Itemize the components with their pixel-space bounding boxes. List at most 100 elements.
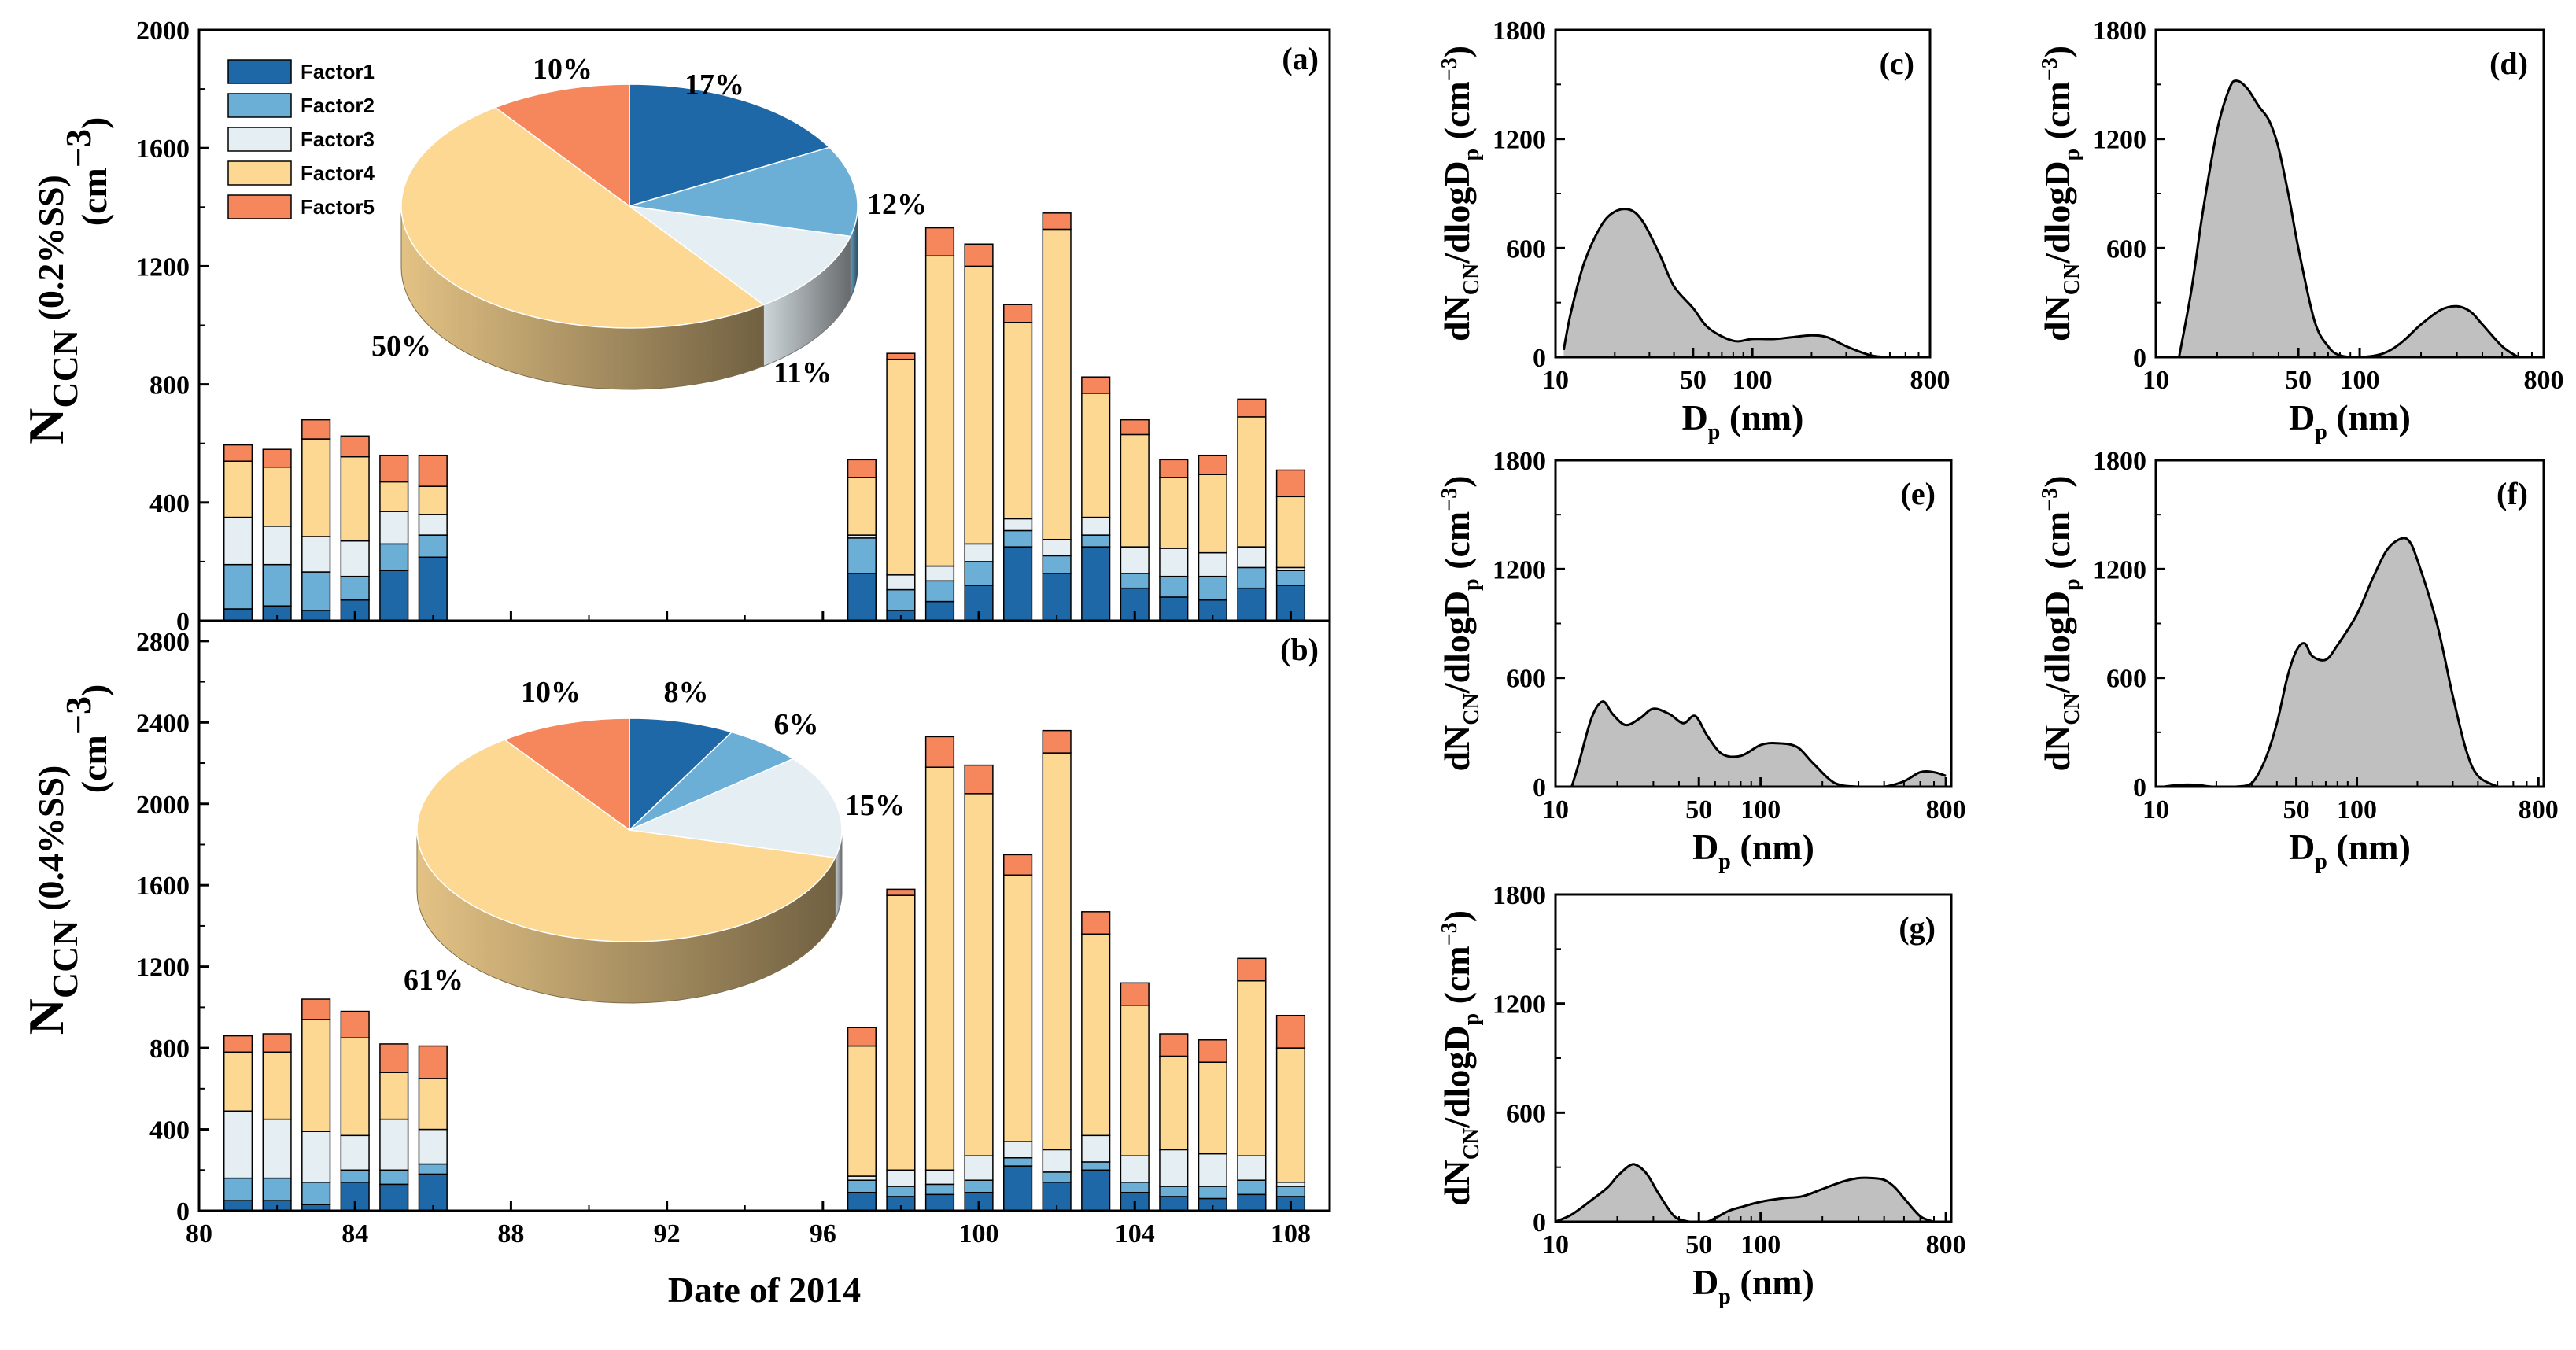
bar-Factor4-day-84 <box>340 1037 370 1137</box>
bar-Factor2-day-108 <box>1275 570 1306 586</box>
pie-label-Factor2: 12% <box>867 188 927 221</box>
bar-Factor4-day-99 <box>924 255 955 567</box>
y-tick-label: 1800 <box>1493 447 1546 476</box>
pie-label-Factor1: 17% <box>685 68 744 101</box>
bar-Factor5-day-99 <box>924 736 955 768</box>
y-axis-title-main: dN <box>1437 1160 1477 1206</box>
bar-Factor2-day-97 <box>847 1179 877 1193</box>
y-tick-label: 1800 <box>1493 17 1546 46</box>
bar-Factor4-day-108 <box>1275 1047 1306 1183</box>
bar-Factor5-day-104 <box>1120 419 1150 436</box>
x-axis-title: Dp (nm) <box>2289 827 2411 874</box>
y-tick-label: 600 <box>1506 665 1546 694</box>
x-tick-label: 10 <box>2142 366 2169 395</box>
bar-Factor2-day-99 <box>924 1183 955 1196</box>
bar-Factor1-day-101 <box>1002 1165 1033 1212</box>
x-axis-title-unit: (nm) <box>2327 397 2411 437</box>
y-tick-label: 600 <box>1506 1099 1546 1128</box>
bar-Factor2-day-99 <box>924 580 955 603</box>
x-axis-title-main: D <box>1682 397 1708 437</box>
dist-panel-e: 0 600 1200 1800 10 50 100 800 (e) Dp (nm) dNCN/dlo… <box>1437 447 1966 874</box>
y-tick-label: 0 <box>1533 1208 1546 1238</box>
y-tick-label: 0 <box>176 1197 190 1226</box>
bar-Factor3-day-100 <box>964 543 994 562</box>
bar-Factor2-day-100 <box>964 561 994 586</box>
bar-Factor3-day-81 <box>223 516 253 566</box>
pie-b: 8% 6% 15% 61% 10% <box>404 676 905 1004</box>
legend-label-Factor3: Factor3 <box>301 127 375 151</box>
bar-Factor1-day-107 <box>1237 587 1267 622</box>
bar-Factor3-day-85 <box>379 1118 409 1171</box>
y-tick-label: 600 <box>1506 234 1546 264</box>
bar-Factor3-day-86 <box>418 1128 448 1165</box>
bar-Factor3-day-103 <box>1081 516 1111 536</box>
pie-a: 17% 12% 11% 50% 10% <box>371 53 927 390</box>
y-tick-label: 600 <box>2106 234 2146 264</box>
x-tick-label: 80 <box>186 1219 212 1249</box>
pie-slice-Factor4 <box>416 739 836 942</box>
bar-Factor1-day-103 <box>1081 546 1111 622</box>
bar-panel-b: 0 400 800 1200 1600 2000 2400 2800 80 84 88 92 96 100… <box>18 619 1331 1310</box>
y-axis-title: dNCN/dlogDp (cm−3) <box>2037 475 2084 771</box>
y-axis-title: dNCN/dlogDp (cm−3) <box>1437 46 1484 341</box>
y-tick-label: 1200 <box>1493 990 1546 1020</box>
bar-Factor5-day-102 <box>1042 212 1072 231</box>
bar-Factor5-day-102 <box>1042 729 1072 754</box>
y-tick-label: 600 <box>2106 665 2146 694</box>
x-tick-label: 50 <box>1680 366 1707 395</box>
x-axis-title-sub: p <box>1718 850 1731 874</box>
x-tick-label: 100 <box>2340 366 2380 395</box>
x-tick-label: 800 <box>1910 366 1950 395</box>
y-axis-title-sub2: p <box>2060 578 2084 591</box>
bar-Factor1-day-99 <box>924 1193 955 1212</box>
y-axis-title-sub: CCN <box>45 330 85 408</box>
y-axis-title-sub1: CN <box>1460 1128 1484 1160</box>
y-tick-label: 1200 <box>2093 126 2146 155</box>
bar-Factor4-day-100 <box>964 265 994 545</box>
bar-Factor2-day-85 <box>379 543 409 571</box>
x-tick-label: 800 <box>1926 1230 1966 1260</box>
pie-slice-Factor5 <box>493 83 630 208</box>
size-distribution-area <box>1556 1164 1934 1222</box>
bar-Factor3-day-106 <box>1198 551 1227 577</box>
y-tick-label: 0 <box>2133 773 2146 802</box>
y-axis-title: dNCN/dlogDp (cm−3) <box>1437 475 1484 771</box>
bar-Factor5-day-83 <box>301 419 331 440</box>
x-tick-label: 10 <box>1542 1230 1569 1260</box>
bar-Factor5-day-103 <box>1081 376 1111 394</box>
y-tick-label: 1200 <box>1493 555 1546 585</box>
bar-Factor1-day-83 <box>301 610 331 622</box>
bar-Factor5-day-84 <box>340 435 370 458</box>
size-distribution-area <box>1571 701 1947 787</box>
bar-Factor5-day-105 <box>1159 1033 1189 1057</box>
size-distribution-area <box>1563 208 1890 357</box>
bar-Factor5-day-85 <box>379 1043 409 1073</box>
y-axis-title-main: N <box>18 998 74 1035</box>
bar-Factor3-day-101 <box>1002 1141 1033 1159</box>
bar-Factor2-day-104 <box>1120 1182 1150 1193</box>
bar-Factor5-day-107 <box>1237 398 1267 418</box>
legend-label-Factor4: Factor4 <box>301 161 375 185</box>
x-tick-label: 800 <box>1926 795 1966 824</box>
bar-Factor4-day-104 <box>1120 433 1150 548</box>
bar-Factor5-day-107 <box>1237 957 1267 982</box>
x-tick-label: 100 <box>1733 366 1773 395</box>
bar-Factor5-day-84 <box>340 1010 370 1038</box>
dist-panel-f: 0 600 1200 1800 10 50 100 800 (f) Dp (nm) dNCN/dlo… <box>2037 447 2559 874</box>
y-axis-unit-main: (cm <box>74 168 114 226</box>
bar-Factor5-day-100 <box>964 764 994 795</box>
y-axis-title-unit: (cm <box>2037 81 2077 149</box>
x-axis-title-unit: (nm) <box>1720 397 1803 437</box>
bar-Factor5-day-85 <box>379 454 409 483</box>
y-axis-unit: (cm−3) <box>58 684 114 794</box>
bar-Factor4-day-102 <box>1042 228 1072 540</box>
bar-Factor1-day-105 <box>1159 596 1189 622</box>
bar-Factor5-day-101 <box>1002 304 1033 323</box>
x-axis-title-unit: (nm) <box>2327 827 2411 867</box>
y-axis-title-sub2: p <box>1460 578 1484 591</box>
bar-Factor1-day-86 <box>418 556 448 622</box>
bar-Factor4-day-85 <box>379 481 409 512</box>
bar-Factor3-day-82 <box>262 526 292 566</box>
y-axis-title-mid: /dlogD <box>2037 160 2077 264</box>
bar-Factor5-day-100 <box>964 243 994 267</box>
